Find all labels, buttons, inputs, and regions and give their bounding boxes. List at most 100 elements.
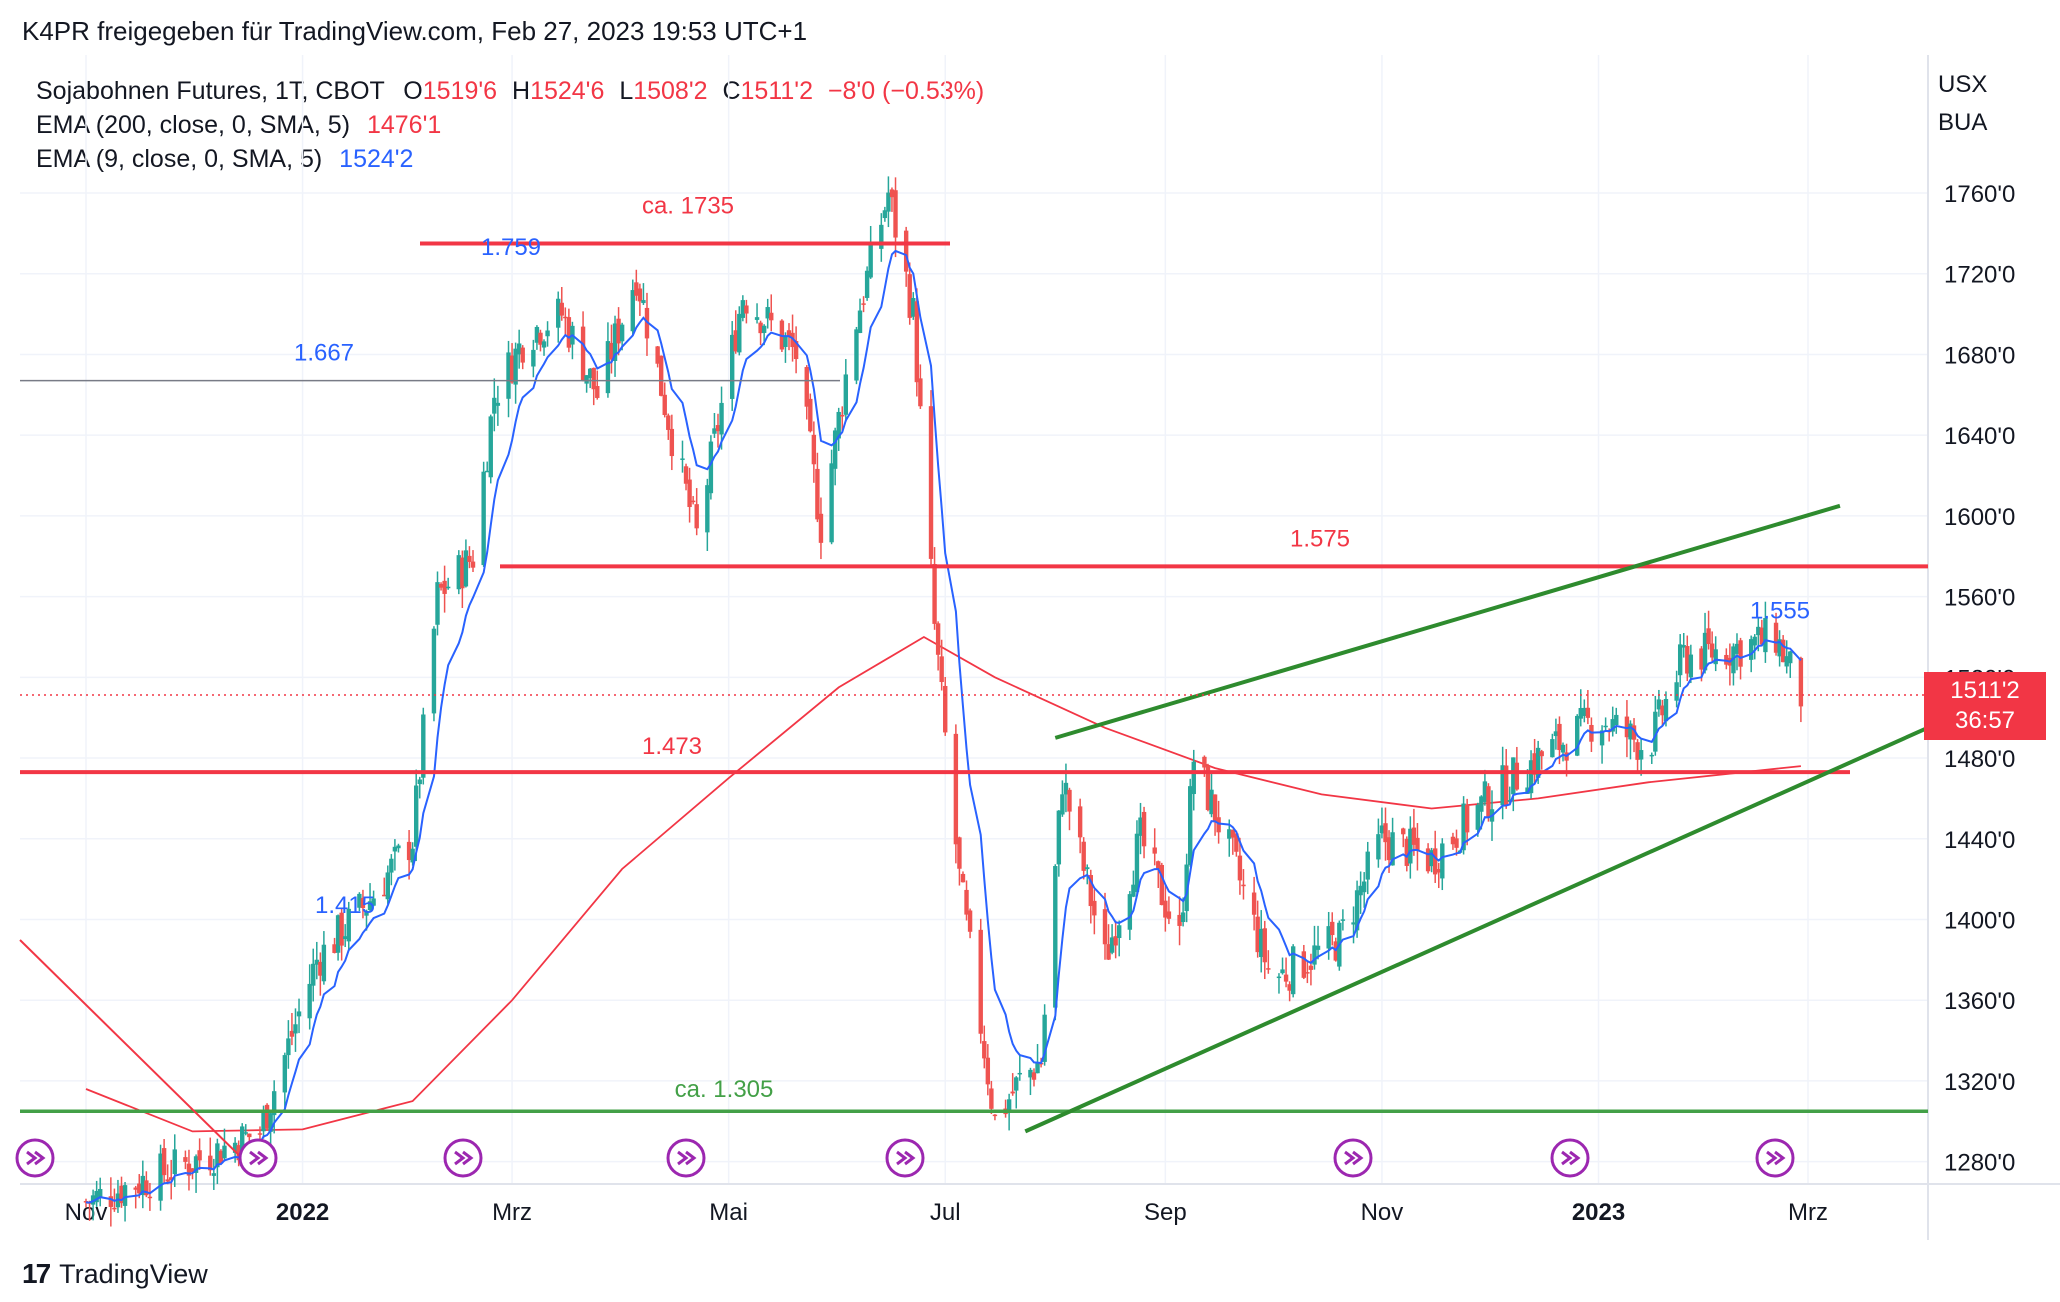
candle-body [545, 330, 550, 337]
candle [445, 577, 451, 590]
candle [1429, 847, 1434, 873]
candle [470, 550, 476, 573]
candle [1759, 619, 1765, 645]
event-marker-icon [1550, 1138, 1590, 1178]
event-marker-icon [1333, 1138, 1373, 1178]
candle-body [506, 352, 511, 399]
candle-body [1535, 747, 1541, 778]
ema9-value: 1524'2 [339, 145, 414, 173]
candle-body [520, 347, 525, 363]
candle [1709, 631, 1715, 662]
candle [1713, 636, 1718, 672]
event-marker-arrows [26, 1150, 46, 1166]
candle-body [1184, 864, 1189, 912]
candle [1280, 957, 1285, 975]
candle-body [1401, 828, 1406, 835]
candle-body [1326, 926, 1331, 949]
candle-body [456, 555, 462, 590]
candle-body [1610, 719, 1615, 732]
candle-body [119, 1185, 124, 1204]
candle [1134, 820, 1140, 897]
footer-brand[interactable]: 17 TradingView [22, 1258, 208, 1290]
candle [911, 292, 916, 320]
candle [985, 1044, 991, 1096]
currency-unit[interactable]: USX BUA [1938, 66, 1987, 142]
candle [1301, 944, 1307, 980]
time-tick-label: Mrz [492, 1199, 532, 1226]
candle-body [1085, 867, 1090, 870]
legend-ema9-row[interactable]: EMA (9, close, 0, SMA, 5) 1524'2 [36, 142, 984, 176]
currency-line-1: USX [1938, 71, 1988, 98]
candle-body [144, 1180, 149, 1196]
time-tick-label: Nov [1361, 1199, 1404, 1226]
candle [882, 206, 888, 222]
candle [1784, 640, 1789, 674]
legend-symbol-row[interactable]: Sojabohnen Futures, 1T, CBOT O1519'6 H15… [36, 74, 984, 108]
candle-body [1603, 725, 1608, 728]
candle [818, 497, 824, 560]
candle-body [1663, 698, 1669, 722]
candle-body [985, 1057, 991, 1085]
candle-body [1006, 1099, 1012, 1111]
candle-body [1188, 786, 1193, 866]
candle-body [1550, 739, 1555, 758]
candle [538, 329, 543, 352]
candle [1326, 911, 1331, 960]
candle [1188, 778, 1193, 867]
candle [644, 292, 650, 356]
candle [754, 303, 760, 324]
candle [197, 1138, 202, 1170]
candle [1773, 612, 1779, 656]
candle [861, 296, 866, 313]
candle [1415, 823, 1420, 871]
candle-body [531, 349, 536, 367]
candle-body [190, 1168, 195, 1172]
candle [147, 1182, 153, 1211]
label-1415: 1.415 [315, 892, 375, 919]
candle-body [619, 324, 625, 342]
candle [169, 1159, 174, 1200]
candle-body [1131, 884, 1136, 897]
candle [232, 1137, 238, 1163]
candle-body [982, 1041, 987, 1059]
candle-body [197, 1150, 202, 1161]
candle [463, 539, 469, 588]
candle [559, 286, 564, 321]
candle [1156, 860, 1161, 888]
candle [389, 854, 394, 886]
candle-body [165, 1179, 170, 1182]
candle-body [595, 386, 600, 398]
candle-body [1031, 1072, 1037, 1080]
candle [758, 320, 763, 346]
candle-body [1514, 762, 1520, 790]
candle-body [314, 959, 319, 965]
candle [314, 941, 319, 980]
candle [516, 329, 522, 369]
candle-body [1614, 714, 1619, 726]
ema9-series [85, 249, 1802, 1204]
candle [222, 1128, 227, 1162]
candle-body [169, 1177, 174, 1180]
candle [1653, 695, 1658, 756]
event-marker-arrows [1344, 1150, 1364, 1166]
candle [172, 1134, 177, 1188]
candle-body [907, 274, 912, 318]
candle [719, 386, 724, 450]
candle [889, 187, 895, 212]
candle [1440, 838, 1445, 891]
candle-body [1688, 654, 1694, 678]
candle-body [467, 555, 472, 562]
candle-body [861, 303, 866, 305]
candle [1113, 920, 1118, 959]
candle-body [193, 1156, 199, 1173]
candle [1092, 889, 1097, 935]
candle [1060, 780, 1065, 817]
legend-ema200-row[interactable]: EMA (200, close, 0, SMA, 5) 1476'1 [36, 108, 984, 142]
candle-body [289, 1030, 295, 1037]
candle [417, 776, 422, 799]
candle [1237, 837, 1243, 895]
candle [122, 1182, 128, 1222]
candle [1560, 742, 1566, 762]
candle [1379, 807, 1385, 839]
